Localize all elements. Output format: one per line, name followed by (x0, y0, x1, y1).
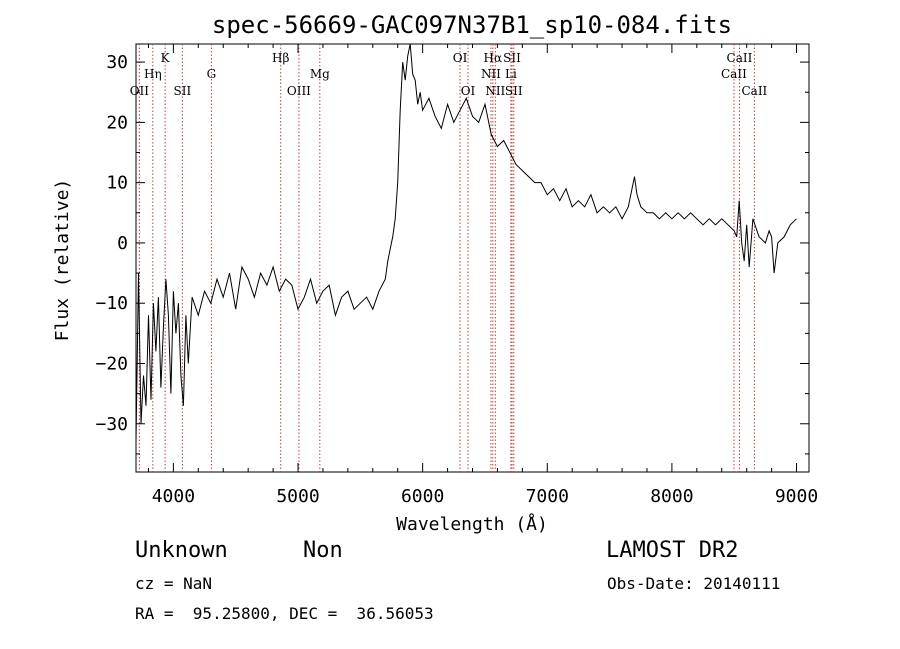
object-subclass: Non (303, 538, 343, 563)
survey-label: LAMOST DR2 (606, 538, 739, 563)
spectral-line-label: G (207, 67, 217, 81)
spectral-line-label: K (161, 51, 171, 65)
y-tick-label: −20 (95, 353, 128, 374)
spectral-line-label: OIII (287, 84, 311, 98)
x-axis-ticks: 4000 5000 6000 7000 8000 9000 (147, 44, 818, 507)
spectral-line-label: Hα (484, 51, 503, 65)
spectral-line-label: NII (481, 67, 501, 81)
chart-title: spec-56669-GAC097N37B1_sp10-084.fits (212, 11, 732, 39)
obs-date: Obs-Date: 20140111 (607, 574, 781, 593)
x-tick-label: 4000 (152, 486, 195, 507)
redshift-cz: cz = NaN (135, 574, 213, 593)
spectral-line-label: OI (461, 84, 476, 98)
x-tick-label: 8000 (650, 486, 693, 507)
y-tick-label: 0 (117, 233, 128, 254)
y-tick-label: 20 (106, 112, 128, 133)
spectral-line-label: Li (505, 67, 517, 81)
y-axis-ticks: −30 −20 −10 0 10 20 30 (95, 52, 809, 455)
spectral-line-label: Hβ (272, 51, 289, 65)
spectrum-series-line (135, 43, 797, 442)
x-tick-label: 5000 (276, 486, 319, 507)
spectral-line-label: Mg (310, 67, 330, 81)
ra-dec-coords: RA = 95.25800, DEC = 36.56053 (135, 604, 434, 623)
spectral-line-label: CaII (727, 51, 753, 65)
x-tick-label: 6000 (401, 486, 444, 507)
y-axis-label: Flux (relative) (52, 179, 73, 342)
spectral-line-label: Hη (144, 67, 162, 81)
y-tick-label: −30 (95, 414, 128, 435)
y-tick-label: 10 (106, 173, 128, 194)
spectral-line-label: OI (453, 51, 468, 65)
spectral-line-label: SII (174, 84, 192, 98)
spectral-line-label: OII (130, 84, 150, 98)
spectral-line-label: SII (505, 84, 523, 98)
x-axis-label: Wavelength (Å) (396, 513, 548, 535)
object-class: Unknown (135, 538, 228, 563)
y-tick-label: 30 (106, 52, 128, 73)
x-tick-label: 9000 (775, 486, 818, 507)
plot-frame (135, 43, 810, 473)
spectral-line-label: CaII (741, 84, 767, 98)
spectral-line-label: NII (485, 84, 505, 98)
spectral-line-labels: OIIHηKSIIGHβOIIIMgOIOIHαNIINIISIILiSIICa… (130, 51, 768, 98)
spectral-line-markers (138, 44, 755, 472)
y-tick-label: −10 (95, 293, 128, 314)
spectral-line-label: SII (503, 51, 521, 65)
x-tick-label: 7000 (526, 486, 569, 507)
spectral-line-label: CaII (721, 67, 747, 81)
